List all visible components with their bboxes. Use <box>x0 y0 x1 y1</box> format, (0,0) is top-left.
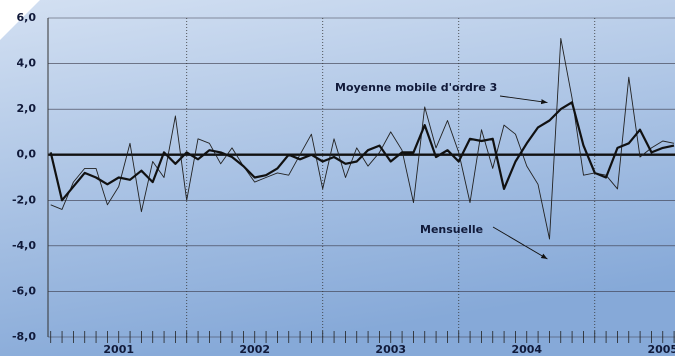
x-tick-label: 2001 <box>103 343 134 356</box>
y-tick-label: -8,0 <box>12 330 36 343</box>
annotation: Moyenne mobile d'ordre 3 <box>335 81 497 94</box>
y-tick-label: 4,0 <box>17 57 37 70</box>
annotation: Mensuelle <box>420 223 483 236</box>
x-tick-label: 2003 <box>375 343 406 356</box>
x-tick-label: 2004 <box>511 343 542 356</box>
annotation-arrow <box>499 95 548 105</box>
x-tick-label: 2005 <box>647 343 675 356</box>
y-tick-label: -2,0 <box>12 193 36 206</box>
annotation-arrow <box>492 226 548 260</box>
y-tick-label: -4,0 <box>12 239 36 252</box>
x-tick-label: 2002 <box>239 343 270 356</box>
y-tick-label: -6,0 <box>12 284 36 297</box>
y-tick-label: 2,0 <box>17 102 37 115</box>
y-tick-label: 0,0 <box>17 148 37 161</box>
y-tick-label: 6,0 <box>17 11 37 24</box>
series-line <box>49 101 675 202</box>
